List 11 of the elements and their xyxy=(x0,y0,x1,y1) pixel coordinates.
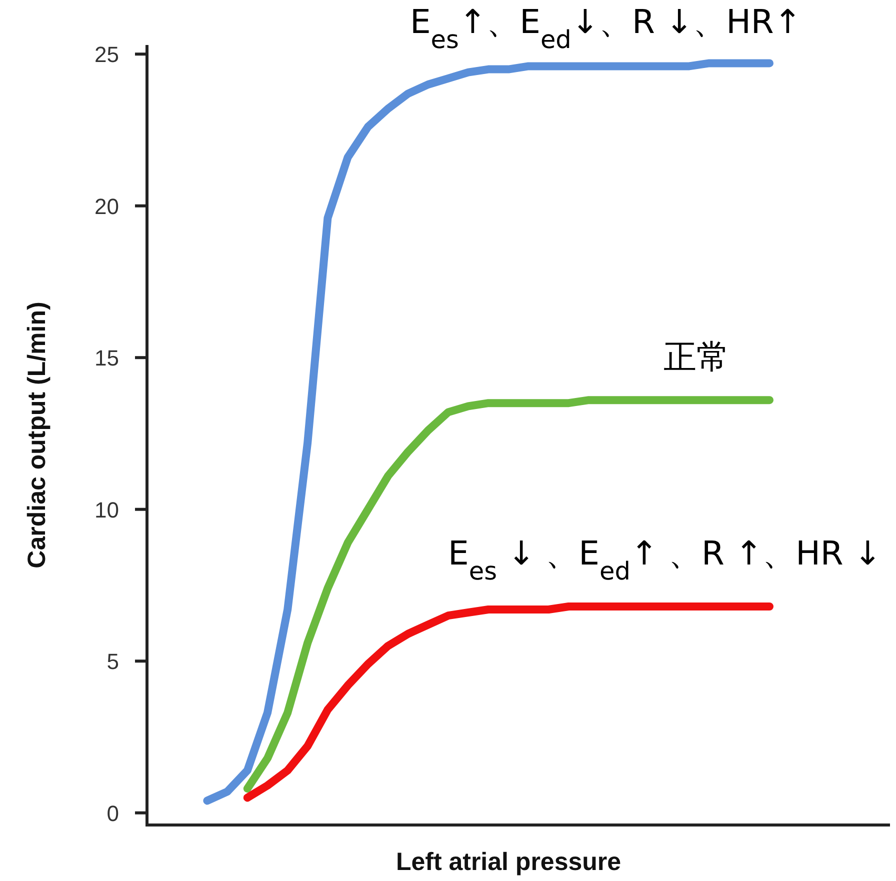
y-axis-title: Cardiac output (L/min) xyxy=(23,302,51,568)
y-tick-label: 0 xyxy=(106,800,119,826)
y-tick-label: 5 xyxy=(106,649,119,674)
series-label: 正常 xyxy=(664,337,730,376)
series-label: E$_{es}$ ↓ 、E$_{ed}$↑ 、R ↑、HR ↓ xyxy=(448,533,882,585)
series-label: E$_{es}$↑、E$_{ed}$↓、R ↓、HR↑ xyxy=(410,2,802,54)
y-tick-label: 20 xyxy=(94,194,119,219)
x-axis-title: Left atrial pressure xyxy=(396,848,622,876)
y-tick-label: 10 xyxy=(94,497,119,522)
y-tick-label: 15 xyxy=(94,346,119,371)
y-tick-label: 25 xyxy=(94,42,119,68)
